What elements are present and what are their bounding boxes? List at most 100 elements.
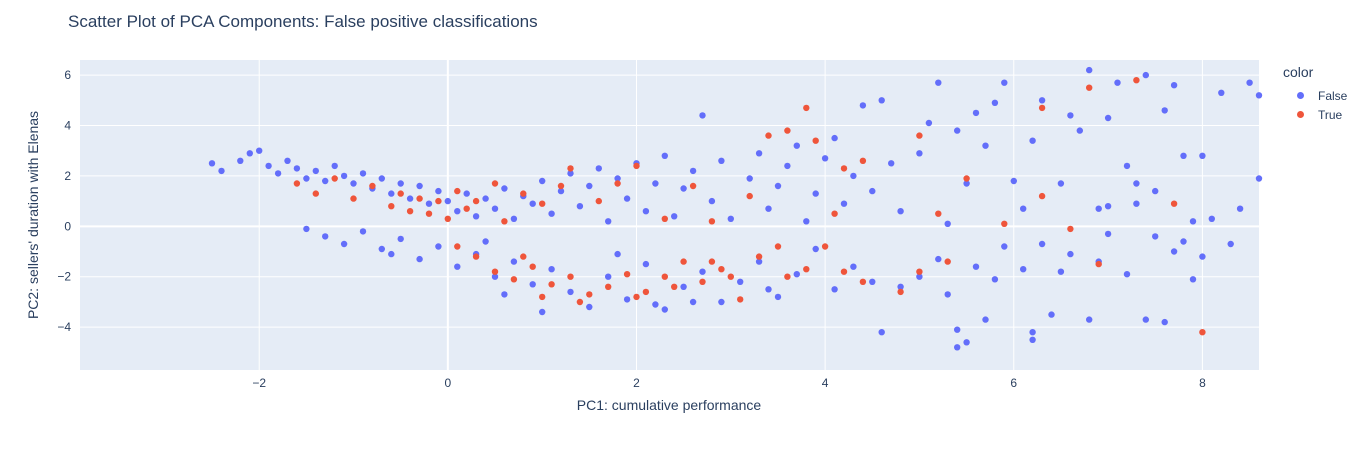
data-point[interactable] bbox=[718, 266, 725, 273]
data-point[interactable] bbox=[246, 150, 253, 157]
data-point[interactable] bbox=[850, 172, 857, 180]
data-point[interactable] bbox=[520, 253, 527, 260]
data-point[interactable] bbox=[454, 208, 461, 215]
data-point[interactable] bbox=[1152, 187, 1159, 195]
data-point[interactable] bbox=[623, 271, 631, 278]
data-point[interactable] bbox=[491, 268, 499, 275]
data-point[interactable] bbox=[576, 298, 584, 306]
data-point[interactable] bbox=[454, 263, 461, 270]
data-point[interactable] bbox=[633, 162, 640, 170]
data-point[interactable] bbox=[897, 288, 904, 296]
data-point[interactable] bbox=[765, 286, 772, 293]
data-point[interactable] bbox=[1067, 225, 1074, 233]
data-point[interactable] bbox=[1142, 71, 1150, 79]
data-point[interactable] bbox=[859, 278, 867, 285]
data-point[interactable] bbox=[406, 208, 414, 215]
data-point[interactable] bbox=[567, 170, 574, 177]
data-point[interactable] bbox=[963, 339, 970, 346]
data-point[interactable] bbox=[331, 175, 338, 182]
data-point[interactable] bbox=[595, 165, 602, 172]
data-point[interactable] bbox=[340, 240, 348, 248]
data-point[interactable] bbox=[454, 243, 461, 250]
data-point[interactable] bbox=[821, 155, 829, 162]
data-point[interactable] bbox=[1001, 243, 1008, 250]
data-point[interactable] bbox=[1180, 152, 1187, 159]
data-point[interactable] bbox=[293, 180, 301, 187]
data-point[interactable] bbox=[850, 263, 857, 270]
data-point[interactable] bbox=[1246, 79, 1253, 86]
data-point[interactable] bbox=[472, 253, 480, 260]
data-point[interactable] bbox=[1086, 66, 1093, 74]
data-point[interactable] bbox=[1199, 253, 1206, 260]
data-point[interactable] bbox=[1038, 240, 1046, 248]
data-point[interactable] bbox=[539, 293, 546, 301]
data-point[interactable] bbox=[567, 288, 574, 296]
data-point[interactable] bbox=[557, 187, 565, 195]
data-point[interactable] bbox=[388, 190, 395, 197]
data-point[interactable] bbox=[1095, 260, 1102, 268]
data-point[interactable] bbox=[1170, 200, 1178, 207]
data-point[interactable] bbox=[1104, 114, 1112, 122]
data-point[interactable] bbox=[548, 210, 555, 217]
data-point[interactable] bbox=[699, 112, 706, 119]
data-point[interactable] bbox=[397, 180, 404, 187]
data-point[interactable] bbox=[1170, 82, 1178, 89]
data-point[interactable] bbox=[1255, 175, 1263, 182]
legend-item-false[interactable]: False bbox=[1283, 86, 1347, 105]
data-point[interactable] bbox=[821, 243, 829, 250]
data-point[interactable] bbox=[548, 281, 555, 288]
data-point[interactable] bbox=[416, 195, 423, 202]
data-point[interactable] bbox=[954, 344, 961, 351]
data-point[interactable] bbox=[878, 329, 885, 336]
data-point[interactable] bbox=[444, 197, 451, 205]
data-point[interactable] bbox=[982, 316, 989, 323]
data-point[interactable] bbox=[463, 190, 470, 197]
data-point[interactable] bbox=[1104, 230, 1112, 238]
data-point[interactable] bbox=[539, 200, 546, 207]
data-point[interactable] bbox=[1038, 104, 1046, 112]
data-point[interactable] bbox=[944, 258, 951, 265]
data-point[interactable] bbox=[793, 271, 800, 278]
data-point[interactable] bbox=[954, 127, 961, 134]
data-point[interactable] bbox=[586, 182, 593, 190]
data-point[interactable] bbox=[623, 195, 631, 202]
data-point[interactable] bbox=[699, 278, 706, 285]
data-point[interactable] bbox=[708, 197, 716, 205]
data-point[interactable] bbox=[567, 165, 574, 172]
data-point[interactable] bbox=[793, 142, 800, 149]
data-point[interactable] bbox=[935, 79, 942, 86]
data-point[interactable] bbox=[1038, 97, 1046, 104]
data-point[interactable] bbox=[539, 308, 546, 316]
data-point[interactable] bbox=[689, 182, 697, 190]
data-point[interactable] bbox=[614, 175, 621, 182]
data-point[interactable] bbox=[755, 150, 763, 157]
data-point[interactable] bbox=[454, 187, 461, 195]
data-point[interactable] bbox=[501, 218, 508, 225]
data-point[interactable] bbox=[322, 177, 329, 185]
data-point[interactable] bbox=[397, 235, 404, 243]
data-point[interactable] bbox=[359, 228, 367, 235]
data-point[interactable] bbox=[557, 182, 565, 190]
data-point[interactable] bbox=[1001, 220, 1008, 227]
data-point[interactable] bbox=[359, 170, 367, 177]
data-point[interactable] bbox=[963, 175, 970, 182]
data-point[interactable] bbox=[548, 266, 555, 273]
data-point[interactable] bbox=[1104, 203, 1112, 210]
data-point[interactable] bbox=[831, 210, 838, 217]
data-point[interactable] bbox=[727, 273, 734, 280]
data-point[interactable] bbox=[963, 180, 970, 187]
data-point[interactable] bbox=[1161, 107, 1168, 114]
data-point[interactable] bbox=[972, 109, 980, 117]
data-point[interactable] bbox=[689, 298, 697, 306]
data-point[interactable] bbox=[859, 102, 867, 109]
data-point[interactable] bbox=[982, 142, 989, 149]
data-point[interactable] bbox=[1057, 268, 1065, 275]
data-point[interactable] bbox=[652, 180, 659, 187]
data-point[interactable] bbox=[539, 177, 546, 185]
data-point[interactable] bbox=[746, 175, 753, 182]
data-point[interactable] bbox=[482, 195, 489, 202]
data-point[interactable] bbox=[472, 213, 480, 220]
data-point[interactable] bbox=[916, 273, 923, 280]
data-point[interactable] bbox=[1001, 79, 1008, 86]
data-point[interactable] bbox=[859, 157, 867, 164]
